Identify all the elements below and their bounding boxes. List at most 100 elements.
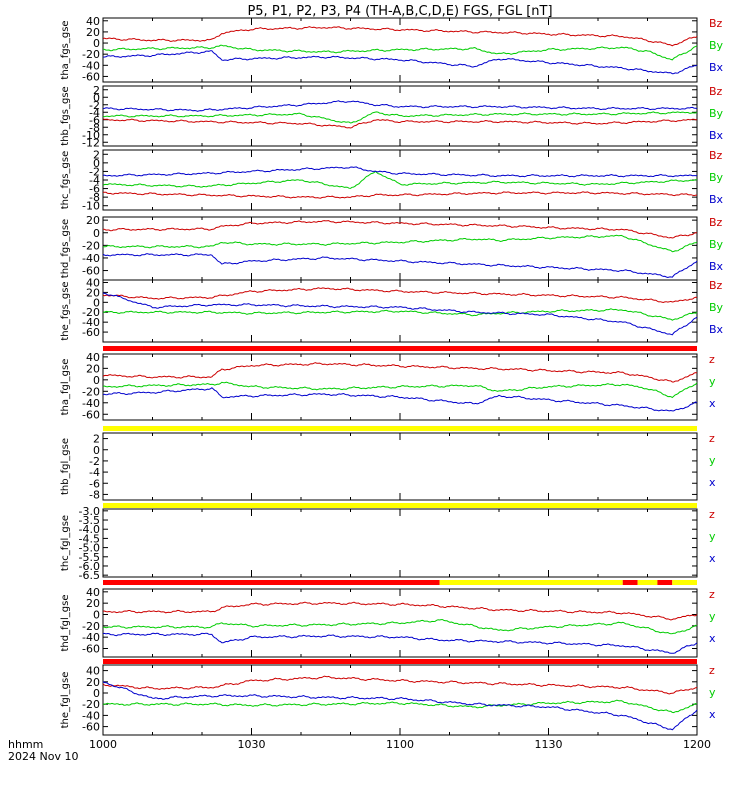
legend-x: x [709, 708, 716, 721]
series-bz [102, 287, 698, 304]
y-tick-label: -20 [82, 239, 100, 252]
panel-frame [102, 216, 698, 281]
legend-y: y [709, 454, 716, 467]
y-tick-label: 0 [93, 91, 100, 104]
y-tick-label: -20 [82, 620, 100, 633]
y-tick-label: -6 [89, 183, 100, 196]
y-tick-label: -40 [82, 631, 100, 644]
y-tick-label: -2 [89, 455, 100, 468]
x-tick-label: 1130 [535, 738, 563, 751]
y-tick-label: 0 [93, 687, 100, 700]
legend-bz: Bz [709, 149, 723, 162]
y-tick-label: -40 [82, 59, 100, 72]
series-y [102, 699, 698, 714]
y-tick-label: -60 [82, 326, 100, 339]
y-tick-label: -3.0 [79, 505, 100, 518]
flag-segment [103, 426, 697, 431]
y-tick-label: 2 [93, 84, 100, 97]
y-axis-label: the_fgs_gse [60, 281, 71, 340]
y-axis-label: thd_fgs_gse [60, 219, 71, 278]
y-tick-label: -40 [82, 252, 100, 265]
y-axis-label: the_fgl_gse [60, 672, 71, 729]
legend-by: By [709, 301, 724, 314]
y-tick-label: -12 [82, 136, 100, 149]
x-tick-label: 1200 [683, 738, 711, 751]
y-tick-label: 0 [93, 374, 100, 387]
legend-x: x [709, 552, 716, 565]
legend-bx: Bx [709, 193, 724, 206]
series-bz [102, 191, 698, 199]
y-tick-label: -10 [82, 129, 100, 142]
series-bx [102, 292, 698, 336]
y-tick-label: 20 [86, 362, 100, 375]
y-tick-label: -2 [89, 99, 100, 112]
legend-by: By [709, 238, 724, 251]
y-tick-label: -4 [89, 466, 100, 479]
y-tick-label: -6.0 [79, 560, 100, 573]
panel-thb_fgl_gse: 20-2-4-6-8 thb_fgl_gse zyx [60, 432, 716, 501]
y-tick-label: -60 [82, 70, 100, 83]
y-tick-label: -5.5 [79, 551, 100, 564]
legend-by: By [709, 171, 724, 184]
y-tick-label: 40 [86, 15, 100, 28]
legend-y: y [709, 530, 716, 543]
flag-segment [637, 580, 658, 585]
x-tick-label: 1100 [386, 738, 414, 751]
y-axis-label: thb_fgs_gse [60, 86, 71, 145]
series-x [102, 387, 698, 412]
series-by [102, 111, 698, 124]
y-tick-label: -40 [82, 316, 100, 329]
flag-bar-thb [103, 426, 697, 431]
y-tick-label: -3.5 [79, 514, 100, 527]
y-tick-label: 40 [86, 276, 100, 289]
y-tick-label: 20 [86, 597, 100, 610]
series-y [102, 381, 698, 399]
panel-thc_fgs_gse: 20-2-4-6-8-10 thc_fgs_gse Bz By Bx [60, 148, 724, 212]
series-bx [102, 100, 698, 112]
series-by [103, 234, 698, 253]
y-tick-label: -60 [82, 721, 100, 734]
legend-bz: Bz [709, 85, 723, 98]
y-tick-label: -8 [89, 488, 100, 501]
legend-bz: Bz [709, 17, 723, 30]
y-tick-label: 40 [86, 351, 100, 364]
y-axis-label: tha_fgs_gse [60, 20, 71, 79]
legend-y: y [709, 610, 716, 623]
legend-z: z [709, 353, 715, 366]
legend-by: By [709, 107, 724, 120]
series-z [102, 362, 698, 383]
chart-title: P5, P1, P2, P3, P4 (TH-A,B,C,D,E) FGS, F… [247, 4, 552, 19]
y-tick-label: -4 [89, 174, 100, 187]
y-tick-label: -10 [82, 200, 100, 213]
y-tick-label: 40 [86, 586, 100, 599]
series-z [102, 675, 698, 695]
series-by [103, 308, 698, 321]
y-tick-label: -20 [82, 48, 100, 61]
y-tick-label: 20 [86, 676, 100, 689]
legend-x: x [709, 397, 716, 410]
y-axis-label: thc_fgl_gse [60, 515, 71, 571]
flag-segment [622, 580, 638, 585]
series-bz [102, 26, 698, 47]
series-z [102, 601, 698, 621]
y-tick-label: 0 [93, 37, 100, 50]
y-tick-label: 2 [93, 148, 100, 161]
y-tick-label: 40 [86, 665, 100, 678]
y-tick-label: -4.0 [79, 523, 100, 536]
y-tick-label: -2 [89, 165, 100, 178]
x-date-label: 2024 Nov 10 [8, 750, 78, 763]
legend-z: z [709, 664, 715, 677]
y-tick-label: 20 [86, 214, 100, 227]
flag-bar-thc [103, 503, 697, 508]
y-tick-label: -20 [82, 306, 100, 319]
y-tick-label: -6 [89, 477, 100, 490]
series-bx [102, 253, 698, 279]
series-bx [102, 50, 698, 75]
y-tick-label: 0 [93, 157, 100, 170]
y-tick-label: -60 [82, 408, 100, 421]
panel-frame [102, 432, 698, 501]
x-tick-label: 1030 [238, 738, 266, 751]
legend-x: x [709, 632, 716, 645]
